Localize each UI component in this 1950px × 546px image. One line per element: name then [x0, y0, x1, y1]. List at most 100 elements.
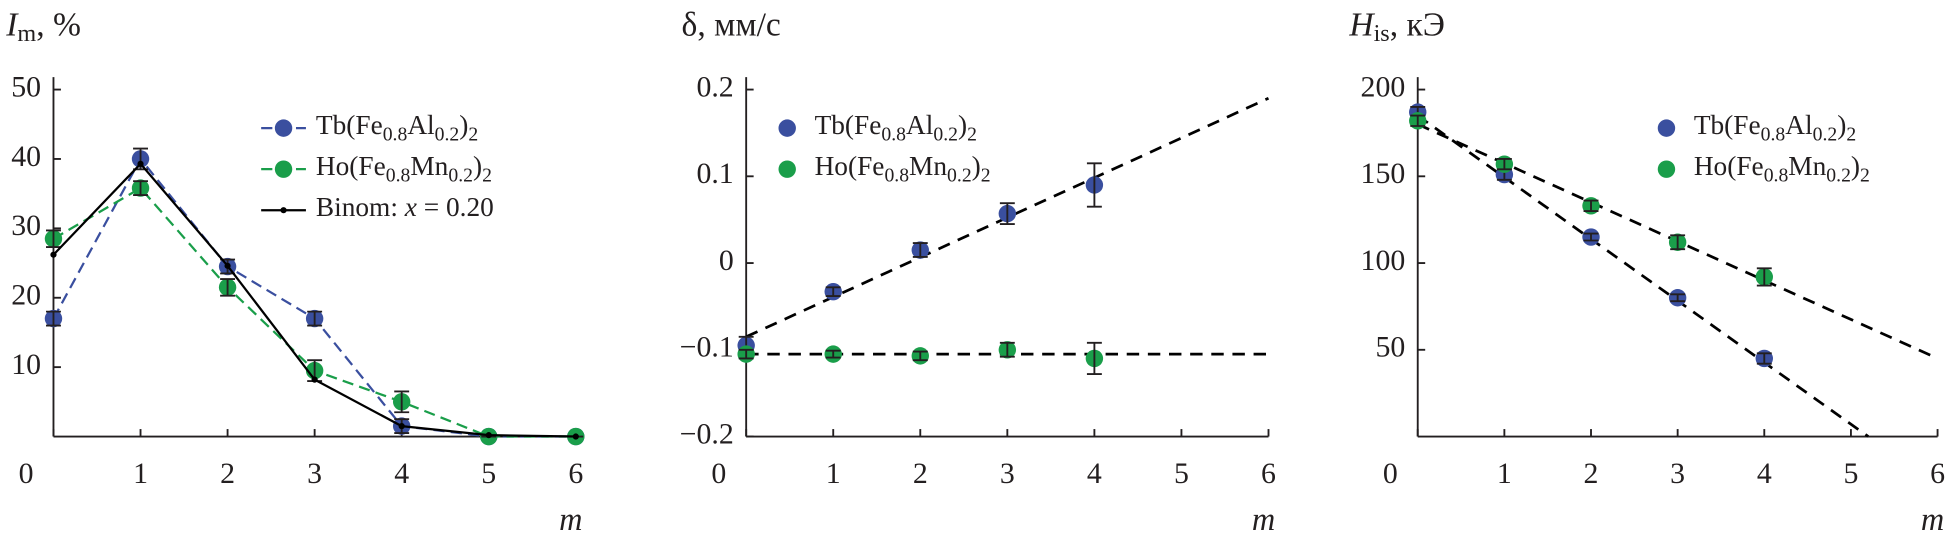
legend-marker — [280, 207, 287, 214]
text-part: 0.8 — [386, 164, 411, 186]
text-part: δ, мм/с — [682, 6, 781, 43]
panel: δ, мм/с−0.2−0.100.10.20 1 2 3 4 5 6mTb(Fe0.8Al… — [680, 6, 1276, 537]
text-part: Binom: — [316, 192, 405, 222]
error-bar — [1670, 234, 1686, 251]
error-bar — [825, 286, 841, 297]
series-line — [52, 162, 576, 438]
x-tick-label: 5 — [1174, 457, 1189, 490]
y-tick-label: −0.2 — [680, 417, 734, 450]
text-part: x — [404, 192, 417, 222]
x-tick-label: 4 — [394, 457, 409, 490]
legend-label: Tb(Fe0.8Al0.2)2 — [316, 110, 478, 145]
legend-label: Ho(Fe0.8Mn0.2)2 — [316, 151, 492, 186]
text-part: Mn — [909, 151, 947, 181]
text-part: 0.8 — [1764, 164, 1789, 186]
y-tick-label: 40 — [11, 140, 41, 173]
y-tick-label: 50 — [11, 70, 41, 103]
text-part: 2 — [967, 123, 977, 145]
text-part: is — [1374, 19, 1390, 46]
error-bar — [46, 310, 61, 327]
x-tick-label: 4 — [1087, 457, 1102, 490]
text-part: 0.2 — [448, 164, 473, 186]
fit-line — [1416, 114, 1870, 438]
y-tick-label: 150 — [1361, 157, 1406, 190]
error-bar — [394, 390, 410, 414]
error-bar — [825, 349, 841, 359]
text-part: Al — [906, 110, 934, 140]
text-part: 0.2 — [933, 123, 958, 145]
data-point — [572, 433, 579, 440]
legend-label: Ho(Fe0.8Mn0.2)2 — [1694, 151, 1870, 186]
data-point — [224, 262, 231, 269]
text-part: Al — [1785, 110, 1813, 140]
y-tick-label: 0.1 — [696, 157, 733, 190]
x-tick-label: 2 — [220, 457, 235, 490]
x-axis-label: m — [1921, 501, 1944, 537]
x-tick-label: 6 — [568, 457, 583, 490]
error-bar — [1670, 293, 1686, 303]
text-part: 0.8 — [383, 123, 408, 145]
text-part: 2 — [1860, 164, 1870, 186]
x-tick-label: 4 — [1757, 457, 1772, 490]
legend: Tb(Fe0.8Al0.2)2Ho(Fe0.8Mn0.2)2 — [778, 110, 991, 186]
text-part: Mn — [1788, 151, 1826, 181]
text-part: ) — [958, 110, 967, 140]
text-part: ) — [972, 151, 981, 181]
error-bar — [999, 341, 1015, 358]
error-bar — [46, 229, 61, 249]
error-bar — [1410, 114, 1426, 127]
y-tick-label: 0.2 — [696, 70, 733, 103]
x-tick-label: 3 — [307, 457, 322, 490]
x-axis-label: m — [559, 501, 582, 537]
legend-marker — [778, 119, 796, 137]
text-part: H — [1348, 6, 1375, 43]
panel-title: His, кЭ — [1348, 6, 1445, 46]
legend-marker — [1657, 160, 1676, 178]
text-part: ) — [473, 151, 482, 181]
y-tick-label: 100 — [1361, 244, 1406, 277]
error-bar — [1583, 199, 1599, 212]
error-bar — [133, 180, 148, 196]
x-tick-label: 5 — [481, 457, 496, 490]
text-part: 2 — [468, 123, 478, 145]
x-tick-label: 3 — [1670, 457, 1685, 490]
data-point — [50, 251, 57, 258]
y-tick-label: 20 — [11, 279, 41, 312]
x-tick-label: 2 — [913, 457, 928, 490]
legend-marker — [1657, 119, 1676, 137]
text-part: 0.8 — [1761, 123, 1786, 145]
x-tick-label: 0 — [711, 457, 726, 490]
x-tick-label: 6 — [1261, 457, 1276, 490]
legend-marker — [274, 119, 293, 137]
error-bar — [220, 278, 236, 297]
y-tick-label: 50 — [1375, 331, 1405, 364]
text-part: 2 — [482, 164, 492, 186]
x-tick-label: 1 — [826, 457, 841, 490]
legend-label: Tb(Fe0.8Al0.2)2 — [1694, 110, 1856, 145]
legend-label: Ho(Fe0.8Mn0.2)2 — [815, 151, 991, 186]
x-tick-label: 2 — [1584, 457, 1599, 490]
text-part: 0.2 — [1813, 123, 1838, 145]
error-bar — [1756, 267, 1772, 287]
text-part: , % — [36, 6, 81, 43]
data-point — [485, 432, 492, 439]
x-axis-label: m — [1252, 501, 1275, 537]
series-line — [52, 156, 576, 438]
error-bar — [912, 350, 928, 362]
text-part: ) — [1837, 110, 1846, 140]
text-part: m — [17, 19, 36, 46]
y-tick-label: 0 — [719, 244, 734, 277]
y-tick-label: 10 — [11, 348, 41, 381]
text-part: 0.2 — [1826, 164, 1851, 186]
data-point — [311, 376, 318, 383]
error-bar — [912, 242, 928, 258]
y-tick-label: 200 — [1361, 70, 1406, 103]
x-tick-label: 3 — [1000, 457, 1015, 490]
text-part: Ho(Fe — [1694, 151, 1764, 181]
error-bar — [999, 202, 1015, 225]
